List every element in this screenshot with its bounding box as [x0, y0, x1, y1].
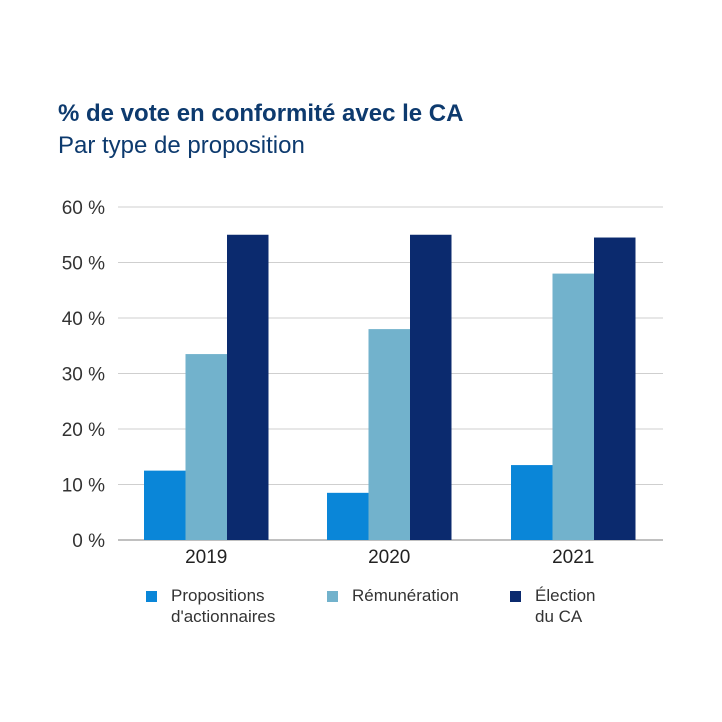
bar-2021-series-1: [552, 273, 594, 540]
legend-item-remuneration: Rémunération: [327, 585, 459, 606]
bar-chart: 0 % 10 % 20 % 30 % 40 % 50 % 60 % 2019 2020 2021: [62, 198, 663, 568]
bar-2019-series-1: [185, 354, 227, 540]
y-tick-label: 50 %: [62, 254, 105, 275]
bars: [144, 234, 636, 540]
y-tick-label: 60 %: [62, 198, 105, 219]
chart-title: % de vote en conformité avec le CA: [58, 100, 464, 127]
legend: Propositions d'actionnaires Rémunération…: [0, 585, 722, 635]
legend-item-election: Élection du CA: [510, 585, 595, 627]
legend-swatch-election: [510, 591, 521, 602]
y-axis-ticks: 0 % 10 % 20 % 30 % 40 % 50 % 60 %: [62, 198, 105, 552]
legend-label-remuneration: Rémunération: [352, 586, 459, 605]
bar-2020-series-1: [368, 329, 410, 540]
bar-2019-series-0: [144, 470, 186, 540]
legend-swatch-propositions: [146, 591, 157, 602]
legend-item-propositions: Propositions d'actionnaires: [146, 585, 275, 627]
legend-label-propositions: Propositions d'actionnaires: [171, 586, 276, 626]
y-tick-label: 0 %: [72, 531, 105, 552]
legend-swatch-remuneration: [327, 591, 338, 602]
bar-2020-series-0: [327, 492, 369, 540]
chart-subtitle: Par type de proposition: [58, 132, 305, 159]
legend-label-election: Élection du CA: [535, 586, 596, 626]
x-category-label: 2021: [552, 547, 594, 568]
y-tick-label: 20 %: [62, 420, 105, 441]
y-tick-label: 40 %: [62, 309, 105, 330]
bar-2019-series-2: [227, 234, 269, 540]
bar-2021-series-2: [594, 237, 636, 540]
x-category-label: 2020: [368, 547, 410, 568]
y-tick-label: 30 %: [62, 365, 105, 386]
x-category-label: 2019: [185, 547, 227, 568]
bar-2021-series-0: [511, 465, 553, 540]
x-axis-categories: 2019 2020 2021: [185, 547, 594, 568]
y-tick-label: 10 %: [62, 476, 105, 497]
bar-2020-series-2: [410, 234, 452, 540]
